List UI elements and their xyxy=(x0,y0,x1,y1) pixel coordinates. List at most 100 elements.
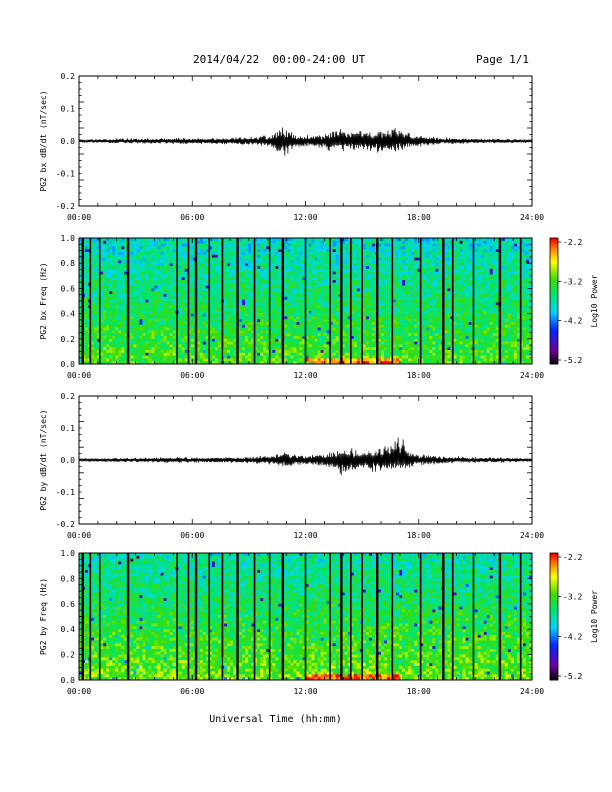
data-gap-line xyxy=(376,238,379,364)
y-tick-label: 0.2 xyxy=(61,651,76,660)
data-gap-line xyxy=(208,238,211,364)
x-tick-label: 00:00 xyxy=(67,371,91,380)
spectrogram xyxy=(79,238,533,365)
data-gap-line xyxy=(236,238,239,364)
colorbar-tick-label: -5.2 xyxy=(563,672,582,681)
y-tick-label: 0.8 xyxy=(61,259,76,268)
x-tick-label: 12:00 xyxy=(293,213,317,222)
data-gap-line xyxy=(81,553,84,680)
data-gap-line xyxy=(281,238,285,364)
data-gap-line xyxy=(472,553,475,680)
x-tick-label: 12:00 xyxy=(293,687,317,696)
y-tick-label: 0.0 xyxy=(61,360,76,369)
data-gap-line xyxy=(391,553,394,680)
y-tick-label: -0.2 xyxy=(56,202,75,211)
data-gap-line xyxy=(304,553,307,680)
data-gap-line xyxy=(472,238,475,364)
x-tick-label: 24:00 xyxy=(520,687,544,696)
y-tick-label: 0.0 xyxy=(61,137,76,146)
colorbar-frame xyxy=(549,552,559,681)
data-gap-line xyxy=(340,553,343,680)
x-tick-label: 12:00 xyxy=(293,531,317,540)
x-tick-label: 18:00 xyxy=(407,687,431,696)
data-gap-line xyxy=(126,238,130,364)
y-tick-label: -0.2 xyxy=(56,520,75,529)
data-gap-line xyxy=(81,238,84,364)
x-tick-label: 12:00 xyxy=(293,371,317,380)
data-gap-line xyxy=(391,238,394,364)
colorbar-label: Log10 Power xyxy=(590,590,599,643)
data-gap-line xyxy=(281,553,285,680)
data-gap-line xyxy=(329,238,331,364)
colorbar-tick-label: -5.2 xyxy=(563,356,582,365)
y-tick-label: 0.4 xyxy=(61,310,76,319)
data-gap-line xyxy=(176,553,178,680)
y-tick-label: 0.4 xyxy=(61,625,76,634)
data-gap-line xyxy=(419,553,422,680)
data-gap-line xyxy=(89,238,92,364)
colorbar xyxy=(550,238,558,365)
data-gap-line xyxy=(194,553,198,680)
data-gap-line xyxy=(98,553,101,680)
colorbar-tick-label: -2.2 xyxy=(563,238,582,247)
y-tick-label: 0.1 xyxy=(61,424,76,433)
y-tick-label: 0.6 xyxy=(61,600,76,609)
data-gap-line xyxy=(340,238,343,364)
data-gap-line xyxy=(221,238,224,364)
colorbar-tick-label: -4.2 xyxy=(563,317,582,326)
x-tick-label: 00:00 xyxy=(67,687,91,696)
spectrogram xyxy=(79,553,533,681)
y-tick-label: 0.0 xyxy=(61,456,76,465)
y-tick-label: 0.8 xyxy=(61,574,76,583)
data-gap-line xyxy=(329,553,331,680)
y-tick-label: 0.2 xyxy=(61,335,76,344)
data-gap-line xyxy=(268,553,271,680)
x-tick-label: 18:00 xyxy=(407,213,431,222)
data-gap-line xyxy=(442,553,445,680)
x-tick-label: 06:00 xyxy=(180,371,204,380)
colorbar-label: Log10 Power xyxy=(590,274,599,327)
data-gap-line xyxy=(498,238,502,364)
data-gap-line xyxy=(451,238,454,364)
y-tick-label: 1.0 xyxy=(61,234,76,243)
x-tick-label: 06:00 xyxy=(180,531,204,540)
data-gap-line xyxy=(519,553,522,680)
data-gap-line xyxy=(126,553,130,680)
data-gap-line xyxy=(451,553,454,680)
data-gap-line xyxy=(221,553,224,680)
data-gap-line xyxy=(519,238,522,364)
y-tick-label: -0.1 xyxy=(56,488,75,497)
x-tick-label: 24:00 xyxy=(520,531,544,540)
data-gap-line xyxy=(350,238,352,364)
y-tick-label: 1.0 xyxy=(61,549,76,558)
x-tick-label: 24:00 xyxy=(520,371,544,380)
colorbar-tick-label: -3.2 xyxy=(563,593,582,602)
data-gap-line xyxy=(208,553,211,680)
y-tick-label: 0.2 xyxy=(61,72,76,81)
x-tick-label: 18:00 xyxy=(407,371,431,380)
data-gap-line xyxy=(236,553,239,680)
data-gap-line xyxy=(376,553,379,680)
data-gap-line xyxy=(98,238,101,364)
x-tick-label: 06:00 xyxy=(180,687,204,696)
waveform-line xyxy=(78,127,533,156)
colorbar xyxy=(550,553,558,681)
data-gap-line xyxy=(419,238,422,364)
y-axis-label: PG2 by Freq (Hz) xyxy=(39,578,48,655)
data-gap-line xyxy=(350,553,352,680)
y-tick-label: 0.0 xyxy=(61,676,76,685)
data-gap-line xyxy=(253,553,256,680)
data-gap-line xyxy=(194,238,198,364)
colorbar-tick-label: -3.2 xyxy=(563,277,582,286)
y-axis-label: PG2 bx dB/dt (nT/sec) xyxy=(39,90,48,191)
colorbar-frame xyxy=(549,237,559,365)
x-tick-label: 18:00 xyxy=(407,531,431,540)
y-tick-label: -0.1 xyxy=(56,170,75,179)
x-tick-label: 06:00 xyxy=(180,213,204,222)
x-tick-label: 00:00 xyxy=(67,531,91,540)
y-axis-label: PG2 bx Freq (Hz) xyxy=(39,262,48,339)
data-gap-line xyxy=(187,553,190,680)
data-gap-line xyxy=(361,238,363,364)
data-gap-line xyxy=(253,238,256,364)
